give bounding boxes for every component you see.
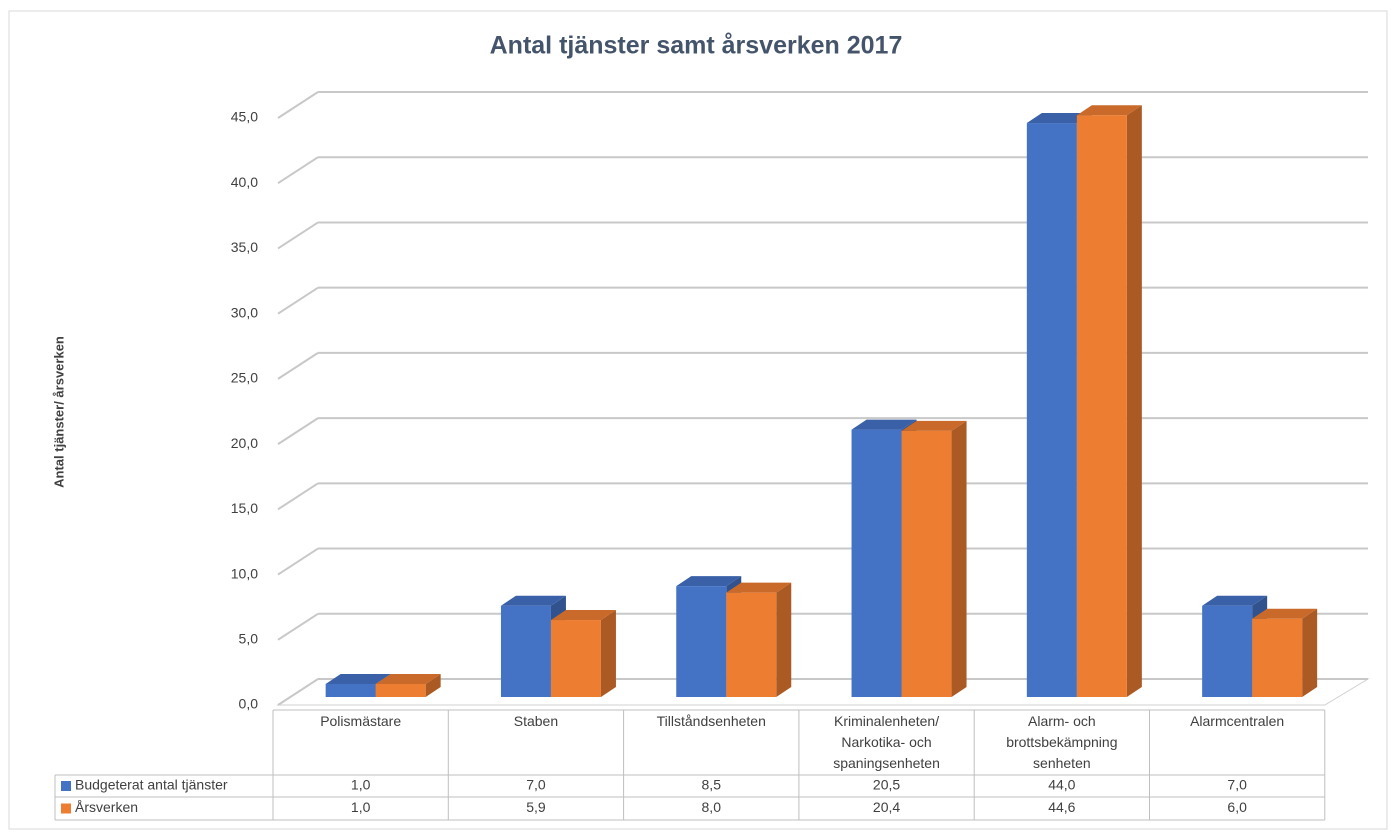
- bar: [375, 673, 441, 697]
- value-label: 8,0: [702, 799, 722, 815]
- value-label: 44,6: [1048, 799, 1075, 815]
- bar: [550, 610, 616, 697]
- value-label: 20,4: [873, 799, 900, 815]
- grid-line: [277, 678, 319, 706]
- bar-top: [1202, 595, 1268, 606]
- bar: [726, 582, 792, 697]
- bar-front: [901, 430, 952, 697]
- grid-line: [277, 156, 319, 185]
- y-tick-label: 35,0: [231, 239, 258, 255]
- bar-top: [676, 576, 742, 587]
- bar: [1076, 105, 1142, 698]
- category-label: Alarmcentralen: [1190, 713, 1284, 729]
- bar-side: [600, 610, 616, 697]
- grid-line: [277, 612, 319, 641]
- bar-top: [325, 673, 391, 684]
- bar-top: [550, 610, 616, 621]
- bar-side: [425, 673, 441, 697]
- bar-side: [951, 420, 967, 697]
- grid-line: [277, 482, 319, 511]
- bar-top: [500, 595, 566, 606]
- bar-front: [1026, 123, 1077, 698]
- bar-side: [1302, 608, 1318, 697]
- value-label: 7,0: [526, 777, 546, 793]
- value-label: 1,0: [351, 777, 371, 793]
- bar-front: [500, 605, 551, 697]
- y-tick-label: 40,0: [231, 174, 258, 190]
- value-label: 8,5: [702, 777, 722, 793]
- y-tick-label: 45,0: [231, 109, 258, 125]
- y-axis-title: Antal tjänster/ årsverken: [51, 336, 66, 488]
- category-label: Staben: [514, 713, 558, 729]
- grid-line: [277, 352, 319, 380]
- category-label: Polismästare: [320, 713, 401, 729]
- bar-top: [851, 419, 917, 430]
- chart-frame: [8, 10, 1388, 830]
- bar-front: [325, 683, 376, 697]
- bar-top: [375, 673, 441, 684]
- chart-title: Antal tjänster samt årsverken 2017: [490, 32, 903, 60]
- grid-line: [277, 286, 319, 315]
- bar-top: [901, 420, 967, 431]
- grid-line: [277, 221, 319, 250]
- bar-front: [1202, 605, 1253, 697]
- grid-line: [277, 417, 319, 445]
- bar-front: [550, 620, 601, 697]
- bar-front: [1076, 115, 1127, 698]
- bar-front: [726, 592, 777, 697]
- legend-swatch: [61, 803, 71, 814]
- y-tick-label: 20,0: [231, 435, 258, 451]
- bar-front: [676, 586, 727, 697]
- value-label: 1,0: [351, 799, 371, 815]
- value-label: 6,0: [1227, 799, 1247, 815]
- value-label: 7,0: [1227, 777, 1247, 793]
- bar: [901, 420, 967, 697]
- category-label: Kriminalenheten/Narkotika- och spaningsen…: [833, 713, 940, 771]
- y-tick-label: 25,0: [231, 370, 258, 386]
- bar: [1252, 608, 1318, 697]
- legend-swatch: [61, 781, 71, 791]
- bar-top: [1252, 608, 1318, 619]
- bar-front: [851, 429, 902, 697]
- category-label: Tillståndsenheten: [657, 713, 766, 729]
- grid-line: [277, 91, 319, 119]
- bar-top: [1026, 113, 1092, 124]
- legend-label: Årsverken: [75, 799, 138, 815]
- y-tick-label: 5,0: [239, 630, 259, 646]
- value-label: 20,5: [873, 777, 900, 793]
- y-tick-label: 30,0: [231, 304, 258, 320]
- bar-front: [1252, 618, 1303, 697]
- value-label: 44,0: [1048, 777, 1075, 793]
- y-tick-label: 10,0: [231, 565, 258, 581]
- bar-side: [1126, 105, 1142, 698]
- legend-label: Budgeterat antal tjänster: [75, 777, 228, 793]
- y-tick-label: 0,0: [239, 696, 259, 712]
- bar-side: [776, 582, 792, 697]
- grid-line: [277, 547, 319, 576]
- value-label: 5,9: [526, 799, 546, 815]
- y-tick-label: 15,0: [231, 500, 258, 516]
- bar-top: [726, 582, 792, 593]
- bar-front: [375, 683, 426, 697]
- bar-top: [1076, 105, 1142, 116]
- category-label: Alarm- och brottsbekämpning senheten: [1006, 713, 1117, 771]
